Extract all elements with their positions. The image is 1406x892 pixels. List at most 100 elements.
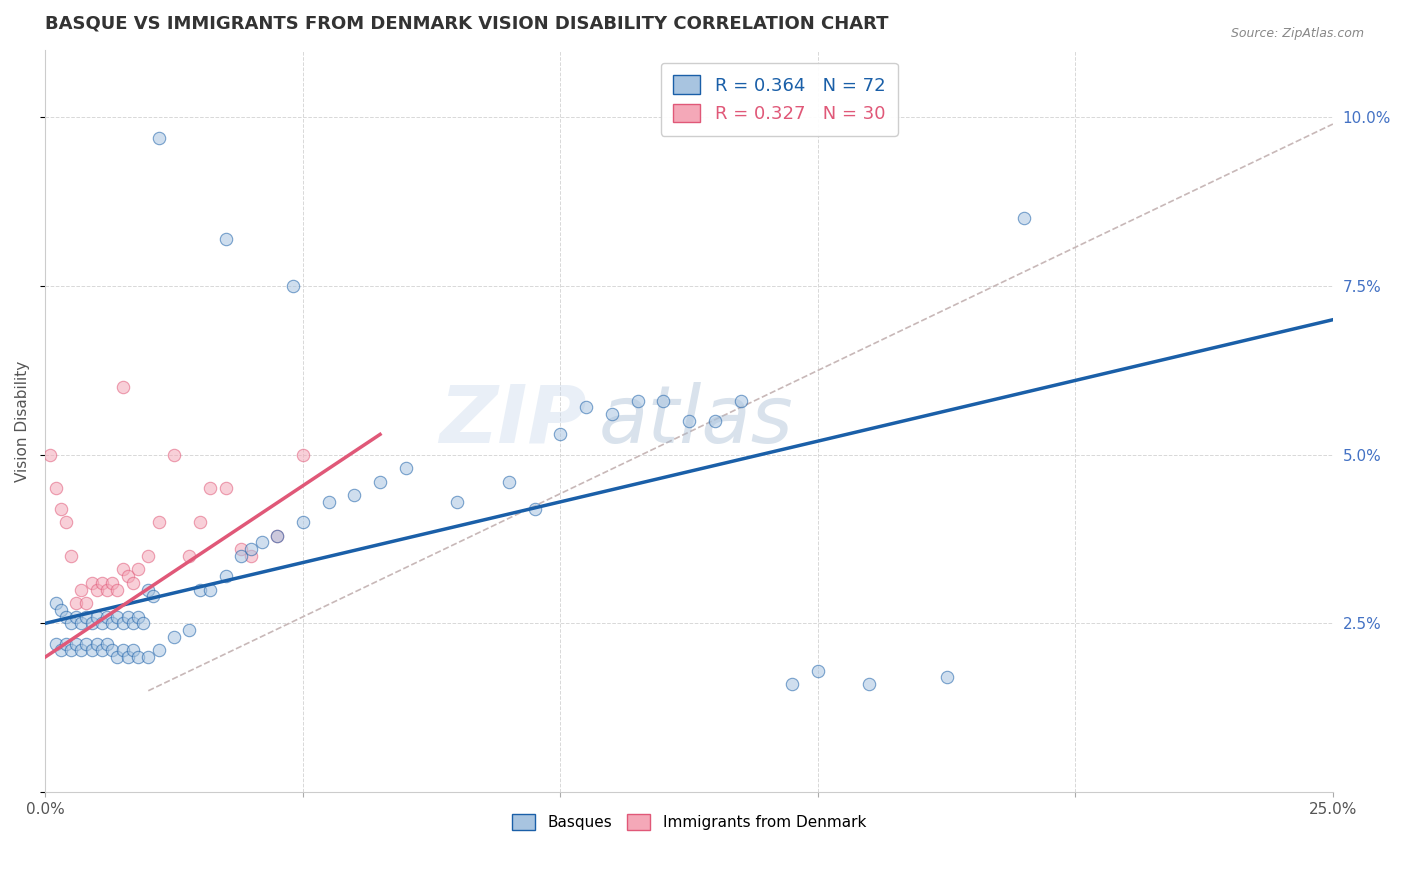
Point [142, 590, 165, 604]
Point [281, 279, 304, 293]
Point [446, 495, 468, 509]
Point [45, 596, 67, 610]
Point [678, 414, 700, 428]
Point [117, 609, 139, 624]
Point [250, 535, 273, 549]
Point [96, 582, 118, 597]
Point [730, 393, 752, 408]
Point [127, 609, 149, 624]
Point [291, 515, 314, 529]
Point [121, 575, 143, 590]
Point [101, 616, 124, 631]
Point [39, 448, 62, 462]
Point [60, 549, 83, 563]
Point [49, 501, 72, 516]
Point [60, 643, 83, 657]
Point [575, 401, 598, 415]
Point [65, 636, 87, 650]
Point [55, 515, 77, 529]
Text: Source: ZipAtlas.com: Source: ZipAtlas.com [1230, 27, 1364, 40]
Point [600, 407, 623, 421]
Point [780, 677, 803, 691]
Point [214, 569, 236, 583]
Text: BASQUE VS IMMIGRANTS FROM DENMARK VISION DISABILITY CORRELATION CHART: BASQUE VS IMMIGRANTS FROM DENMARK VISION… [45, 15, 889, 33]
Point [96, 609, 118, 624]
Point [240, 549, 263, 563]
Point [291, 448, 314, 462]
Point [127, 562, 149, 576]
Point [105, 650, 128, 665]
Point [807, 664, 830, 678]
Point [214, 481, 236, 495]
Point [76, 609, 98, 624]
Point [111, 562, 134, 576]
Point [70, 616, 93, 631]
Point [90, 616, 112, 631]
Point [626, 393, 648, 408]
Point [49, 643, 72, 657]
Point [163, 630, 186, 644]
Point [395, 461, 418, 475]
Point [49, 603, 72, 617]
Point [55, 609, 77, 624]
Point [136, 650, 159, 665]
Point [80, 616, 103, 631]
Point [90, 575, 112, 590]
Point [60, 616, 83, 631]
Point [198, 582, 221, 597]
Point [76, 636, 98, 650]
Point [148, 515, 170, 529]
Point [101, 575, 124, 590]
Point [117, 650, 139, 665]
Point [111, 380, 134, 394]
Point [240, 542, 263, 557]
Point [96, 636, 118, 650]
Point [136, 582, 159, 597]
Point [858, 677, 880, 691]
Point [550, 427, 572, 442]
Point [148, 643, 170, 657]
Point [80, 643, 103, 657]
Point [229, 549, 252, 563]
Point [86, 636, 108, 650]
Legend: Basques, Immigrants from Denmark: Basques, Immigrants from Denmark [506, 808, 872, 837]
Point [65, 596, 87, 610]
Point [76, 596, 98, 610]
Point [163, 448, 186, 462]
Point [45, 636, 67, 650]
Point [65, 609, 87, 624]
Point [121, 643, 143, 657]
Point [117, 569, 139, 583]
Point [935, 670, 957, 684]
Point [1012, 211, 1035, 226]
Point [86, 582, 108, 597]
Point [136, 549, 159, 563]
Point [343, 488, 366, 502]
Point [121, 616, 143, 631]
Point [498, 475, 520, 489]
Point [90, 643, 112, 657]
Point [70, 582, 93, 597]
Point [214, 232, 236, 246]
Point [105, 609, 128, 624]
Point [111, 643, 134, 657]
Point [188, 582, 211, 597]
Point [266, 528, 288, 542]
Y-axis label: Vision Disability: Vision Disability [15, 360, 30, 482]
Point [179, 623, 201, 637]
Text: ZIP: ZIP [439, 382, 586, 460]
Point [105, 582, 128, 597]
Point [703, 414, 725, 428]
Point [86, 609, 108, 624]
Point [266, 528, 288, 542]
Point [229, 542, 252, 557]
Point [111, 616, 134, 631]
Point [70, 643, 93, 657]
Text: atlas: atlas [599, 382, 794, 460]
Point [132, 616, 155, 631]
Point [55, 636, 77, 650]
Point [45, 481, 67, 495]
Point [101, 643, 124, 657]
Point [80, 575, 103, 590]
Point [368, 475, 391, 489]
